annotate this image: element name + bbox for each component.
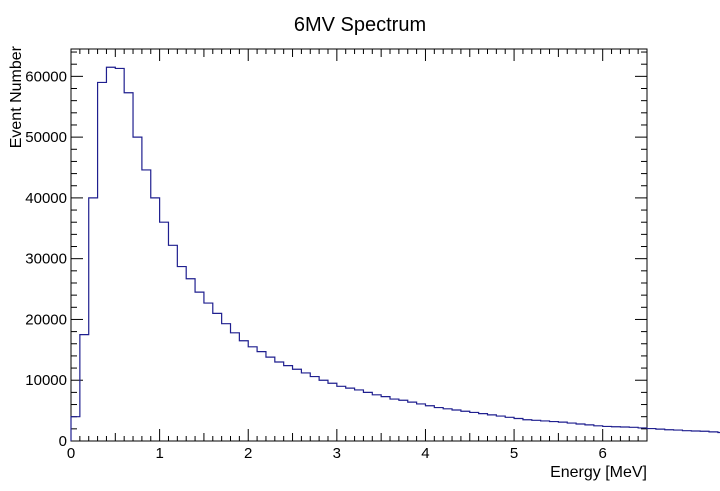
y-tick-label: 50000: [25, 129, 67, 146]
axes: [70, 48, 648, 442]
y-tick-label: 60000: [25, 68, 67, 85]
y-tick-label: 10000: [25, 372, 67, 389]
y-tick-label: 40000: [25, 190, 67, 207]
x-tick-label: 2: [244, 445, 252, 462]
x-axis-label: Energy [MeV]: [550, 464, 647, 481]
x-tick-label: 6: [599, 445, 607, 462]
x-tick-label: 0: [67, 445, 75, 462]
y-tick-label: 30000: [25, 251, 67, 268]
y-tick-label: 20000: [25, 311, 67, 328]
y-axis-label: Event Number: [8, 45, 25, 148]
x-tick-label: 5: [510, 445, 518, 462]
plot-frame: [70, 48, 648, 442]
ticks: 0 1 2 3 4 5 6 0 10000 20000 30000 40000 50000 60000: [25, 49, 648, 462]
y-tick-label: 0: [59, 433, 67, 450]
x-tick-label: 1: [155, 445, 163, 462]
histogram-line: [70, 66, 720, 441]
x-tick-label: 3: [333, 445, 341, 462]
x-tick-label: 4: [421, 445, 429, 462]
chart-title: 6MV Spectrum: [294, 14, 426, 36]
